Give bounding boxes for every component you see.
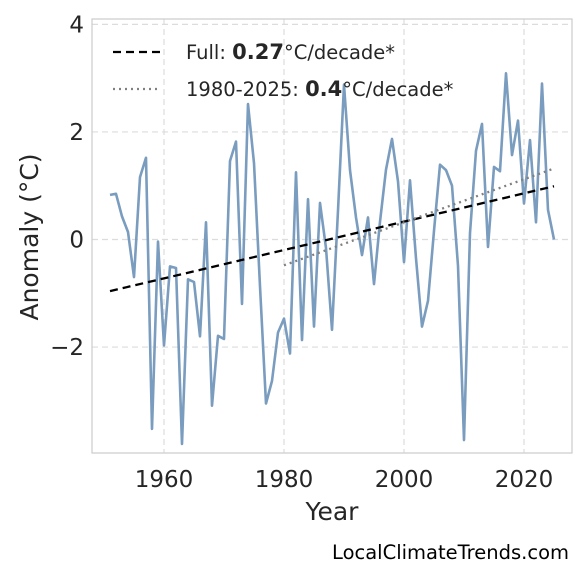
plot-frame <box>91 18 573 454</box>
y-tick-label: 0 <box>69 227 84 253</box>
y-axis-label: Anomaly (°C) <box>15 153 44 320</box>
y-tick-label: −2 <box>50 335 84 361</box>
trend-layer <box>109 167 555 293</box>
x-tick-label: 2000 <box>375 467 434 493</box>
x-tick-label: 2020 <box>495 467 554 493</box>
legend: Full: 0.27°C/decade* 1980-2025: 0.4°C/de… <box>113 40 454 101</box>
legend-full-label: Full: 0.27°C/decade* <box>186 40 395 64</box>
grid-lines <box>92 19 572 453</box>
y-tick-label: 2 <box>69 120 84 146</box>
x-tick-label: 1980 <box>255 467 314 493</box>
x-axis-label: Year <box>305 497 360 526</box>
credit-text: LocalClimateTrends.com <box>332 541 569 564</box>
full-trend-line <box>109 185 555 293</box>
x-tick-labels: 1960 1980 2000 2020 <box>135 467 554 493</box>
x-tick-label: 1960 <box>135 467 194 493</box>
legend-recent-label: 1980-2025: 0.4°C/decade* <box>186 77 454 101</box>
anomaly-series-line <box>109 72 556 446</box>
y-tick-label: 4 <box>69 12 84 38</box>
series-layer <box>109 72 556 446</box>
y-tick-labels: −2 0 2 4 <box>50 12 84 361</box>
